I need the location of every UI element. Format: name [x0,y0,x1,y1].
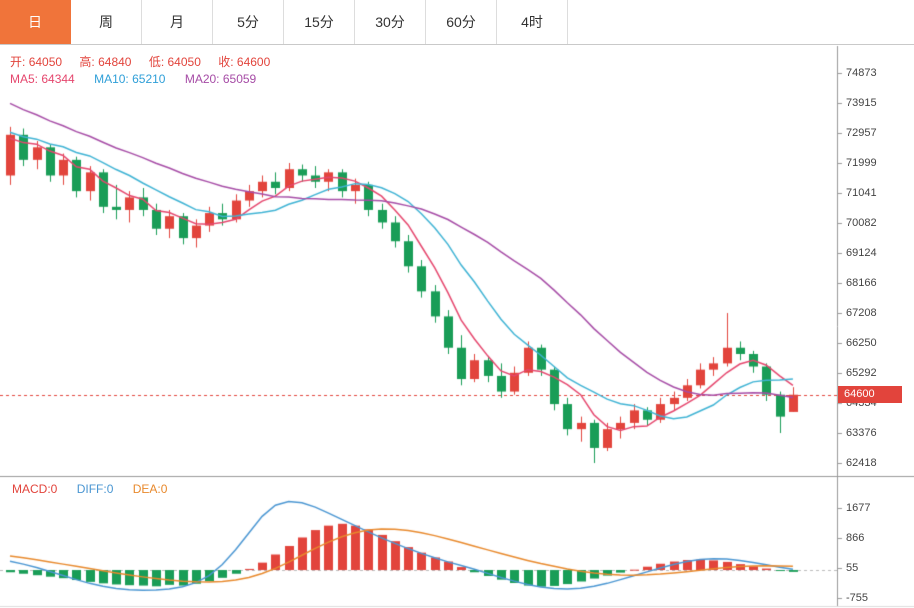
tab-week[interactable]: 周 [71,0,142,44]
price-axis-tick: 67208 [846,307,877,320]
ma5-label: MA5: [10,72,39,86]
macd-value: 0 [50,482,58,496]
open-label: 开: [10,55,26,69]
high-label: 高: [79,55,95,69]
high-value: 64840 [98,55,132,69]
price-axis-tick: 71999 [846,157,877,169]
tab-60min[interactable]: 60分 [426,0,497,44]
macd-label: MACD: [12,482,51,496]
price-axis-tick: 68166 [846,277,877,290]
low-value: 64050 [167,55,201,69]
ma20-value: 65059 [222,72,257,86]
tab-4hour[interactable]: 4时 [497,0,568,44]
period-toolbar: 日 周 月 5分 15分 30分 60分 4时 [0,0,914,45]
price-axis-tick: 70082 [846,217,877,230]
close-label: 收: [218,55,234,69]
open-value: 64050 [28,55,63,69]
tab-30min[interactable]: 30分 [355,0,426,44]
ma20-label: MA20: [184,72,220,86]
macd-axis-tick: -755 [846,591,869,604]
price-axis-tick: 62418 [846,457,877,470]
price-axis-tick: 65292 [846,367,877,380]
dea-label: DEA: [132,482,161,496]
ma10-label: MA10: [94,72,129,86]
price-axis-tick: 69124 [846,247,877,260]
price-axis-tick: 71041 [846,187,877,199]
ma-summary: MA5: 64344 MA10: 65210 MA20: 65059 [10,72,272,86]
ma10-value: 65210 [132,72,166,86]
low-label: 低: [148,55,165,69]
macd-summary: MACD:0 DIFF:0 DEA:0 [12,482,183,496]
tab-month[interactable]: 月 [142,0,213,44]
dea-value: 0 [160,482,168,496]
current-price-badge: 64600 [838,386,902,404]
macd-axis-tick: 866 [846,532,865,544]
price-axis-tick: 74873 [846,67,877,79]
price-axis-tick: 73915 [846,97,877,109]
price-axis-tick: 66250 [846,337,877,350]
macd-axis-tick: 55 [846,562,859,574]
diff-value: 0 [106,482,114,496]
macd-axis-tick: 1677 [846,502,871,514]
price-axis-tick: 63376 [846,427,877,440]
tab-5min[interactable]: 5分 [213,0,284,44]
tab-15min[interactable]: 15分 [284,0,355,44]
close-value: 64600 [236,55,271,69]
price-axis-tick: 72957 [846,127,877,139]
ma5-value: 64344 [41,72,75,86]
tab-day[interactable]: 日 [0,0,71,44]
diff-label: DIFF: [76,482,107,496]
ohlc-summary: 开: 64050 高: 64840 低: 64050 收: 64600 [10,53,284,70]
